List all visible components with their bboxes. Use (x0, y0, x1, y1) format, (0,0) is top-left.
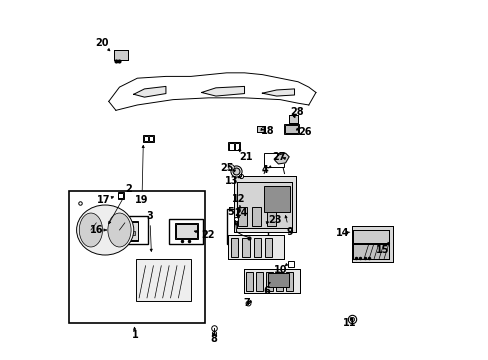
Bar (236, 182, 291, 228)
Bar (264, 186, 289, 212)
Bar (148, 136, 153, 141)
Text: 18: 18 (261, 126, 274, 136)
Bar (353, 244, 388, 259)
Bar (256, 272, 263, 291)
Bar (143, 136, 148, 141)
Bar (118, 192, 124, 199)
Bar (228, 235, 283, 258)
Text: 12: 12 (232, 194, 245, 203)
Text: 13: 13 (225, 176, 238, 186)
Polygon shape (262, 89, 294, 96)
Bar (233, 176, 296, 232)
Text: 7: 7 (243, 298, 249, 308)
Bar (351, 226, 392, 262)
Bar (252, 207, 261, 226)
Bar (132, 231, 135, 235)
Bar (244, 269, 299, 293)
Bar (118, 193, 123, 198)
Bar (226, 208, 267, 244)
Bar (351, 226, 392, 262)
Bar (116, 234, 124, 241)
Text: 16: 16 (89, 225, 103, 235)
Bar (228, 143, 240, 150)
Text: 27: 27 (272, 152, 285, 162)
Polygon shape (274, 153, 288, 164)
Bar (353, 230, 388, 243)
Bar (236, 182, 291, 228)
Bar (169, 219, 203, 244)
Bar (284, 125, 298, 133)
Text: 23: 23 (267, 215, 281, 225)
Bar (114, 50, 127, 60)
Text: 17: 17 (97, 195, 110, 205)
Text: 26: 26 (297, 127, 311, 138)
Ellipse shape (77, 205, 134, 255)
Bar (244, 269, 299, 293)
Text: 20: 20 (95, 38, 108, 48)
Bar (267, 273, 288, 287)
Bar (266, 207, 275, 226)
Bar (125, 221, 138, 241)
Bar (228, 235, 283, 258)
Bar (69, 191, 205, 323)
Text: 6: 6 (263, 287, 269, 296)
Text: 21: 21 (239, 152, 252, 162)
Bar (266, 272, 273, 291)
Bar (288, 115, 298, 123)
Text: 11: 11 (343, 318, 356, 328)
Text: 9: 9 (285, 227, 292, 237)
Bar (230, 238, 238, 257)
Bar (234, 143, 239, 150)
Bar (175, 224, 197, 238)
Bar (110, 216, 148, 244)
Ellipse shape (79, 213, 102, 247)
Text: 14: 14 (335, 228, 349, 238)
Polygon shape (201, 86, 244, 96)
Text: 25: 25 (220, 163, 234, 173)
Bar (238, 207, 246, 226)
Text: 1: 1 (132, 330, 139, 341)
Bar (116, 237, 120, 240)
Bar (242, 238, 249, 257)
Ellipse shape (108, 213, 131, 247)
Bar (114, 50, 127, 60)
Bar (233, 176, 296, 232)
Bar (135, 258, 190, 301)
Bar (253, 238, 261, 257)
Bar (285, 272, 293, 291)
Bar (288, 115, 298, 123)
Bar (264, 238, 272, 257)
Text: 15: 15 (376, 245, 389, 255)
Bar (246, 272, 253, 291)
Bar (257, 126, 264, 132)
Text: 8: 8 (209, 334, 216, 344)
Text: 19: 19 (135, 195, 148, 205)
Text: 4: 4 (261, 165, 268, 175)
Bar (353, 244, 388, 259)
Bar (276, 272, 283, 291)
Text: 10: 10 (273, 265, 286, 275)
Text: 24: 24 (234, 208, 247, 218)
Polygon shape (134, 86, 165, 97)
Text: 2: 2 (125, 184, 131, 194)
Bar (128, 231, 131, 235)
Bar (257, 126, 264, 132)
Bar (264, 153, 283, 167)
Text: 3: 3 (146, 211, 153, 221)
Text: 22: 22 (201, 230, 214, 240)
Text: 5: 5 (227, 207, 234, 217)
Bar (229, 143, 234, 150)
Bar (353, 230, 388, 243)
Text: 28: 28 (290, 107, 304, 117)
Bar (175, 223, 198, 239)
Bar (142, 135, 154, 143)
Bar (283, 124, 298, 134)
Bar (126, 222, 138, 240)
